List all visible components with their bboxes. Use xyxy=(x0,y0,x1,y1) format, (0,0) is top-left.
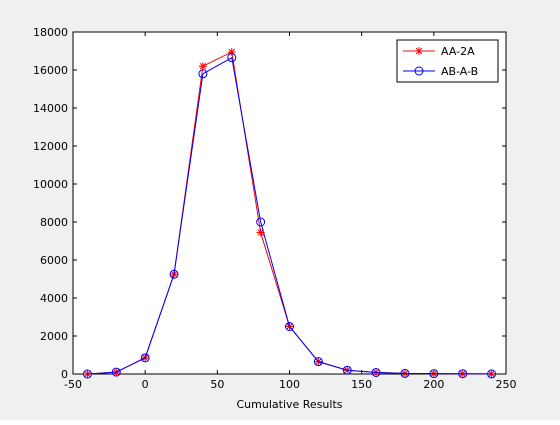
legend-box xyxy=(396,39,499,83)
x-tick-label: 0 xyxy=(142,378,149,391)
legend: AA-2A AB-A-B xyxy=(396,39,499,83)
data-point xyxy=(227,53,237,63)
y-tick-label: 6000 xyxy=(40,254,68,267)
y-tick-label: 4000 xyxy=(40,292,68,305)
data-point xyxy=(111,367,121,377)
x-axis: -50 0 50 100 150 200 250 xyxy=(64,32,517,391)
data-point xyxy=(285,322,294,331)
data-point xyxy=(198,69,208,79)
data-point xyxy=(414,66,424,76)
data-point xyxy=(313,357,323,367)
plot-area xyxy=(72,31,507,375)
y-axis: 0 2000 4000 6000 8000 10000 12000 14000 16000 180… xyxy=(33,26,506,381)
y-tick-label: 2000 xyxy=(40,330,68,343)
x-tick-label: -50 xyxy=(64,378,82,391)
data-point xyxy=(169,269,179,279)
x-tick-label: 100 xyxy=(279,378,300,391)
data-point xyxy=(458,369,468,379)
x-tick-label: 150 xyxy=(351,378,372,391)
data-point xyxy=(227,47,236,56)
y-tick-label: 10000 xyxy=(33,178,68,191)
legend-label: AB-A-B xyxy=(441,65,478,78)
x-tick-label: 250 xyxy=(496,378,517,391)
y-tick-label: 0 xyxy=(61,368,68,381)
x-axis-label: Cumulative Results xyxy=(237,398,343,411)
data-point xyxy=(429,369,439,379)
data-point xyxy=(140,353,150,363)
x-tick-label: 200 xyxy=(423,378,444,391)
data-point xyxy=(342,365,352,375)
data-point xyxy=(256,228,265,237)
y-tick-label: 18000 xyxy=(33,26,68,39)
y-tick-label: 16000 xyxy=(33,64,68,77)
x-tick-label: 50 xyxy=(210,378,224,391)
data-point xyxy=(400,368,410,378)
y-tick-label: 12000 xyxy=(33,140,68,153)
series-line xyxy=(87,56,492,375)
data-point xyxy=(198,62,207,71)
data-point xyxy=(371,367,381,377)
data-point xyxy=(415,47,423,55)
legend-label: AA-2A xyxy=(441,45,475,58)
data-point xyxy=(256,217,266,227)
series-layer xyxy=(82,47,497,379)
y-tick-label: 8000 xyxy=(40,216,68,229)
data-point xyxy=(487,369,497,379)
data-point xyxy=(82,369,92,379)
y-tick-label: 14000 xyxy=(33,102,68,115)
